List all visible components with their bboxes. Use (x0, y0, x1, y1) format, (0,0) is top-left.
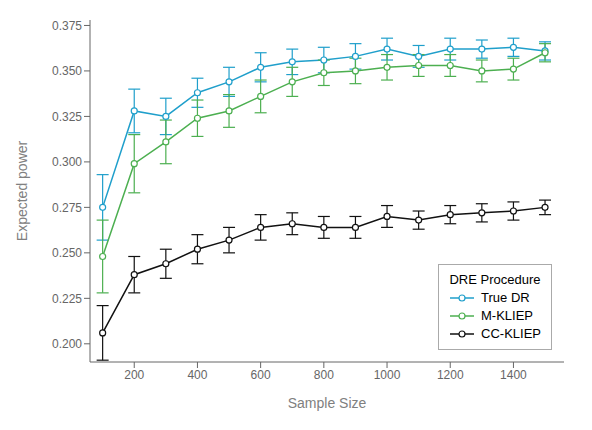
svg-text:Expected power: Expected power (14, 140, 30, 241)
svg-text:0.325: 0.325 (52, 110, 82, 124)
svg-text:0.275: 0.275 (52, 201, 82, 215)
svg-text:800: 800 (314, 368, 334, 382)
svg-text:0.300: 0.300 (52, 155, 82, 169)
svg-text:0.375: 0.375 (52, 19, 82, 33)
html-text:DRE Procedure: DRE Procedure (449, 272, 541, 287)
svg-text:0.225: 0.225 (52, 292, 82, 306)
svg-text:1000: 1000 (374, 368, 401, 382)
svg-text:0.350: 0.350 (52, 64, 82, 78)
svg-text:1400: 1400 (500, 368, 527, 382)
html-text:M-KLIEP: M-KLIEP (481, 308, 533, 323)
svg-text:400: 400 (187, 368, 207, 382)
html-text:True DR: True DR (481, 290, 530, 305)
svg-text:0.200: 0.200 (52, 337, 82, 351)
svg-text:Sample Size: Sample Size (288, 395, 367, 411)
svg-text:600: 600 (251, 368, 271, 382)
svg-text:200: 200 (124, 368, 144, 382)
svg-text:1200: 1200 (437, 368, 464, 382)
html-text:CC-KLIEP: CC-KLIEP (481, 326, 541, 341)
svg-text:0.250: 0.250 (52, 246, 82, 260)
